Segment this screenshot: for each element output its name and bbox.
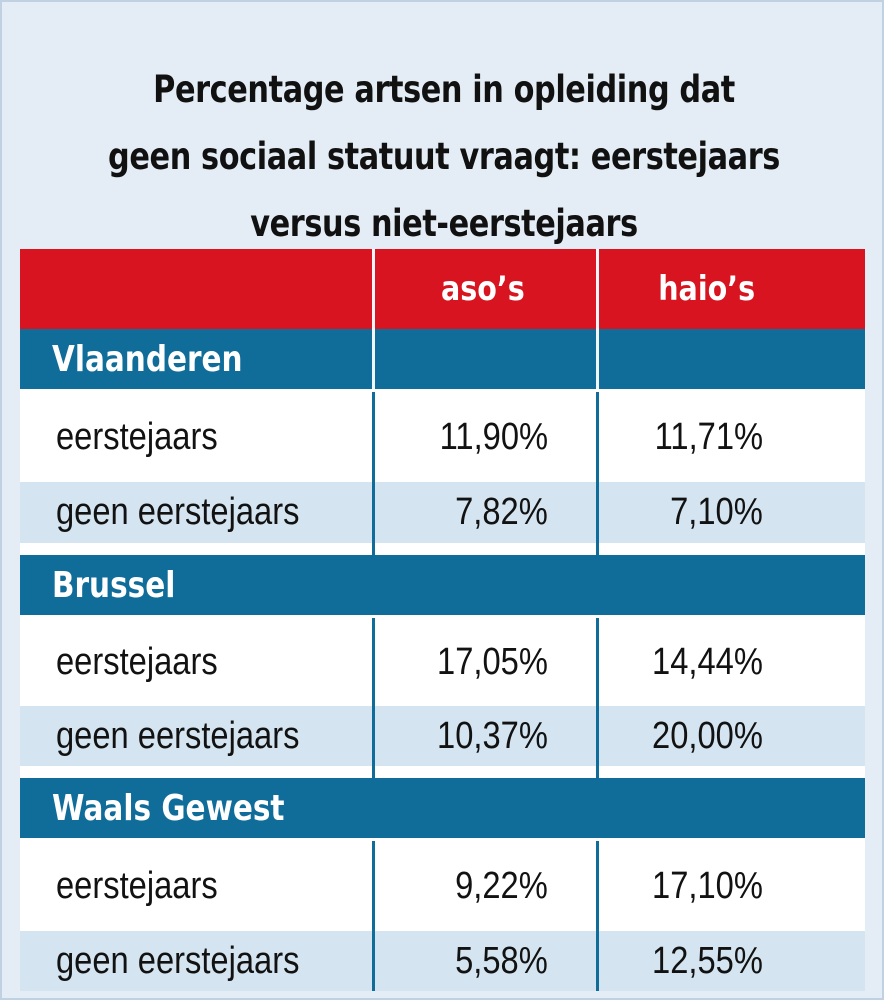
region-label: Waals Gewest bbox=[52, 787, 285, 829]
row-label-cell: eerstejaars bbox=[20, 392, 372, 482]
region-empty-cell bbox=[596, 329, 865, 389]
value-text: 10,37% bbox=[437, 714, 548, 757]
row-label: geen eerstejaars bbox=[56, 714, 300, 757]
row-label: geen eerstejaars bbox=[56, 939, 300, 982]
data-table: aso’s haio’s Vlaanderen eerstejaars 11,9… bbox=[20, 249, 865, 991]
value-cell-haios: 12,55% bbox=[596, 931, 865, 991]
row-label: eerstejaars bbox=[56, 640, 218, 683]
title-line-1: Percentage artsen in opleiding dat bbox=[153, 68, 735, 111]
header-label-haios: haio’s bbox=[658, 269, 756, 309]
row-label-cell: eerstejaars bbox=[20, 841, 372, 931]
header-label-asos: aso’s bbox=[440, 269, 525, 309]
value-cell-haios: 11,71% bbox=[596, 392, 865, 482]
row-label-cell: eerstejaars bbox=[20, 618, 372, 706]
value-cell-asos: 7,82% bbox=[372, 482, 596, 543]
value-text: 7,10% bbox=[670, 491, 763, 533]
value-cell-asos: 5,58% bbox=[372, 931, 596, 991]
table-row: eerstejaars 17,05% 14,44% bbox=[20, 615, 865, 706]
row-label-cell: geen eerstejaars bbox=[20, 482, 372, 543]
table-header-row: aso’s haio’s bbox=[20, 249, 865, 329]
value-text: 9,22% bbox=[455, 864, 548, 907]
value-text: 20,00% bbox=[652, 714, 763, 757]
header-cell-haios: haio’s bbox=[596, 249, 865, 329]
value-text: 11,71% bbox=[654, 415, 763, 458]
region-cell: Waals Gewest bbox=[20, 778, 865, 838]
value-cell-haios: 7,10% bbox=[596, 482, 865, 543]
header-cell-empty bbox=[20, 249, 372, 329]
header-cell-asos: aso’s bbox=[372, 249, 596, 329]
value-text: 17,05% bbox=[437, 640, 548, 683]
value-cell-asos: 17,05% bbox=[372, 618, 596, 706]
row-label: geen eerstejaars bbox=[56, 491, 300, 533]
row-label: eerstejaars bbox=[56, 864, 218, 907]
region-row-vlaanderen: Vlaanderen bbox=[20, 329, 865, 389]
row-label-cell: geen eerstejaars bbox=[20, 706, 372, 766]
region-row-waals-gewest: Waals Gewest bbox=[20, 778, 865, 838]
value-cell-haios: 17,10% bbox=[596, 841, 865, 931]
value-cell-asos: 11,90% bbox=[372, 392, 596, 482]
region-label: Brussel bbox=[52, 564, 176, 606]
value-text: 5,58% bbox=[455, 939, 548, 982]
row-label: eerstejaars bbox=[56, 415, 218, 458]
section-spacer bbox=[20, 766, 865, 778]
row-label-cell: geen eerstejaars bbox=[20, 931, 372, 991]
table-row: eerstejaars 9,22% 17,10% bbox=[20, 838, 865, 931]
value-text: 7,82% bbox=[455, 491, 548, 533]
value-cell-asos: 10,37% bbox=[372, 706, 596, 766]
value-cell-haios: 14,44% bbox=[596, 618, 865, 706]
value-cell-asos: 9,22% bbox=[372, 841, 596, 931]
value-text: 17,10% bbox=[652, 864, 763, 907]
region-cell: Vlaanderen bbox=[20, 329, 372, 389]
region-empty-cell bbox=[372, 329, 596, 389]
table-row: geen eerstejaars 5,58% 12,55% bbox=[20, 931, 865, 991]
table-row: geen eerstejaars 7,82% 7,10% bbox=[20, 482, 865, 543]
region-label: Vlaanderen bbox=[52, 338, 243, 380]
value-text: 14,44% bbox=[652, 640, 763, 683]
value-text: 12,55% bbox=[652, 939, 763, 982]
section-spacer bbox=[20, 543, 865, 555]
table-row: geen eerstejaars 10,37% 20,00% bbox=[20, 706, 865, 766]
table-row: eerstejaars 11,90% 11,71% bbox=[20, 389, 865, 482]
chart-title: Percentage artsen in opleiding dat geen … bbox=[82, 56, 807, 257]
value-text: 11,90% bbox=[439, 415, 548, 458]
title-line-2: geen sociaal statuut vraagt: eerstejaars bbox=[108, 135, 780, 178]
value-cell-haios: 20,00% bbox=[596, 706, 865, 766]
region-cell: Brussel bbox=[20, 555, 865, 615]
region-row-brussel: Brussel bbox=[20, 555, 865, 615]
title-line-3: versus niet-eerstejaars bbox=[250, 202, 638, 245]
